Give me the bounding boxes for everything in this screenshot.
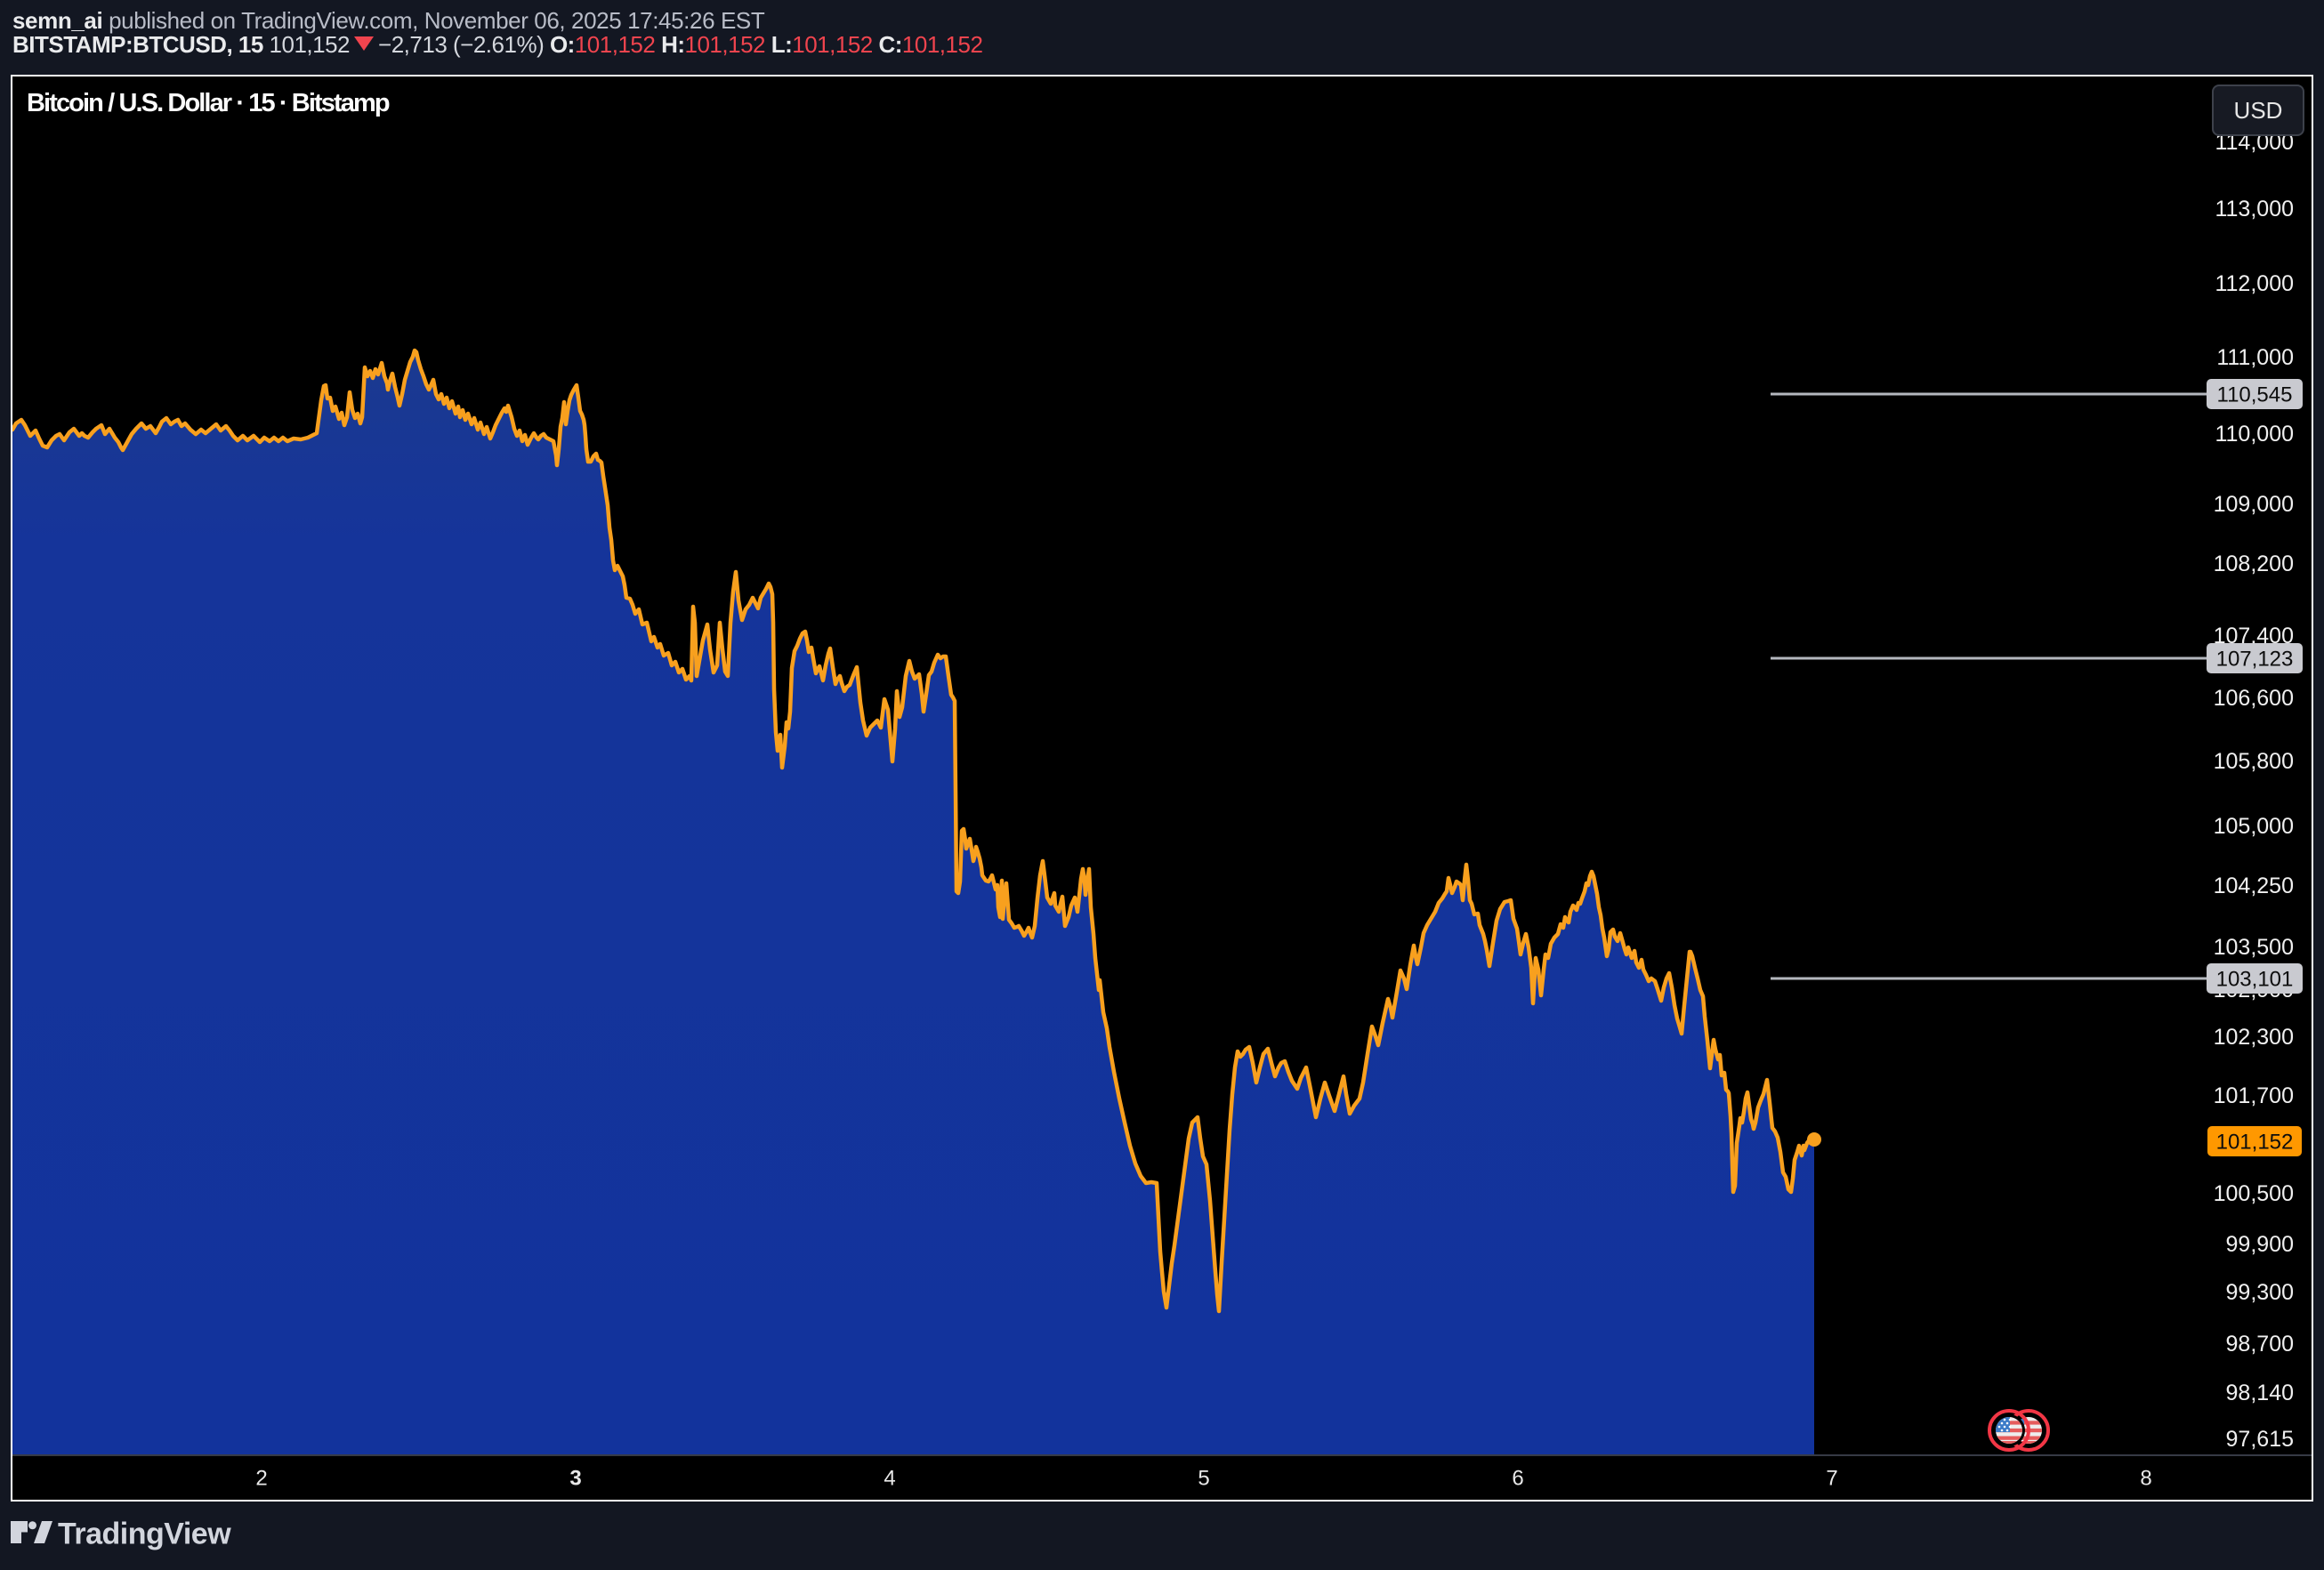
svg-text:102,300: 102,300 (2214, 1025, 2294, 1050)
svg-text:99,300: 99,300 (2226, 1280, 2294, 1305)
svg-text:112,000: 112,000 (2215, 271, 2294, 296)
svg-text:8: 8 (2140, 1467, 2151, 1491)
svg-text:99,900: 99,900 (2226, 1232, 2294, 1257)
svg-text:110,000: 110,000 (2215, 422, 2294, 447)
svg-text:104,250: 104,250 (2214, 874, 2294, 898)
svg-text:100,500: 100,500 (2214, 1181, 2294, 1206)
svg-text:105,800: 105,800 (2214, 749, 2294, 774)
svg-text:6: 6 (1512, 1467, 1523, 1491)
svg-text:98,700: 98,700 (2226, 1332, 2294, 1357)
svg-text:101,152: 101,152 (2216, 1131, 2294, 1155)
svg-text:4: 4 (884, 1467, 895, 1491)
svg-text:111,000: 111,000 (2216, 345, 2294, 370)
svg-text:97,615: 97,615 (2226, 1427, 2294, 1452)
svg-text:103,500: 103,500 (2214, 935, 2294, 960)
svg-text:98,140: 98,140 (2226, 1381, 2294, 1405)
svg-text:107,123: 107,123 (2216, 648, 2294, 672)
svg-text:103,101: 103,101 (2216, 968, 2294, 992)
svg-text:109,000: 109,000 (2214, 492, 2294, 517)
svg-text:108,200: 108,200 (2214, 552, 2294, 576)
svg-text:101,700: 101,700 (2214, 1083, 2294, 1108)
svg-text:113,000: 113,000 (2215, 197, 2294, 221)
svg-text:105,000: 105,000 (2214, 814, 2294, 839)
svg-text:2: 2 (255, 1467, 267, 1491)
svg-text:7: 7 (1826, 1467, 1837, 1491)
svg-text:106,600: 106,600 (2214, 686, 2294, 711)
svg-text:TradingView: TradingView (58, 1521, 231, 1551)
svg-text:5: 5 (1198, 1467, 1209, 1491)
svg-text:110,545: 110,545 (2217, 383, 2293, 407)
svg-text:3: 3 (569, 1467, 581, 1491)
